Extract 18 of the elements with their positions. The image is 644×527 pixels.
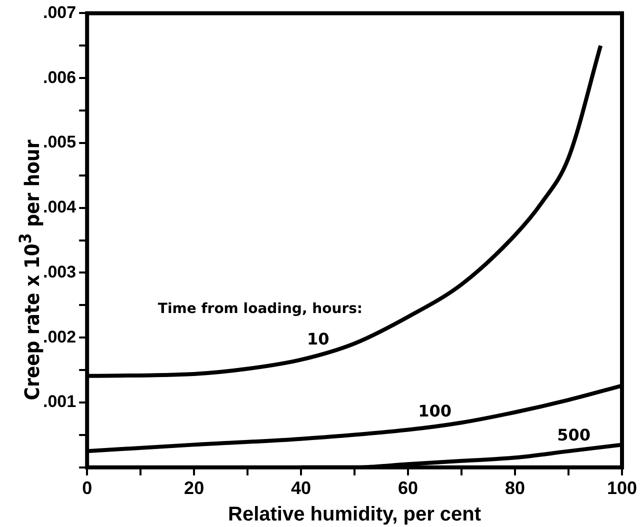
y-tick-label: .005 [42, 132, 76, 152]
y-tick-label: .001 [42, 392, 76, 412]
y-tick-label: .003 [42, 262, 76, 282]
x-tick-label: 80 [505, 478, 526, 498]
series-label: 100 [418, 401, 452, 420]
x-tick-label: 100 [606, 478, 638, 498]
y-tick-label: .002 [42, 327, 76, 346]
x-tick-label: 0 [82, 478, 92, 498]
x-tick-label: 20 [184, 478, 204, 498]
x-tick-label: 40 [291, 478, 312, 498]
x-axis-title: Relative humidity, per cent [228, 504, 482, 526]
y-tick-label: .004 [42, 198, 77, 217]
annotation: Time from loading, hours: [156, 300, 363, 317]
x-tick-label: 60 [398, 478, 418, 498]
series-label: 10 [307, 330, 330, 349]
series-label: 500 [557, 426, 591, 445]
y-tick-label: .007 [42, 2, 76, 22]
y-tick-label: .006 [42, 68, 76, 87]
